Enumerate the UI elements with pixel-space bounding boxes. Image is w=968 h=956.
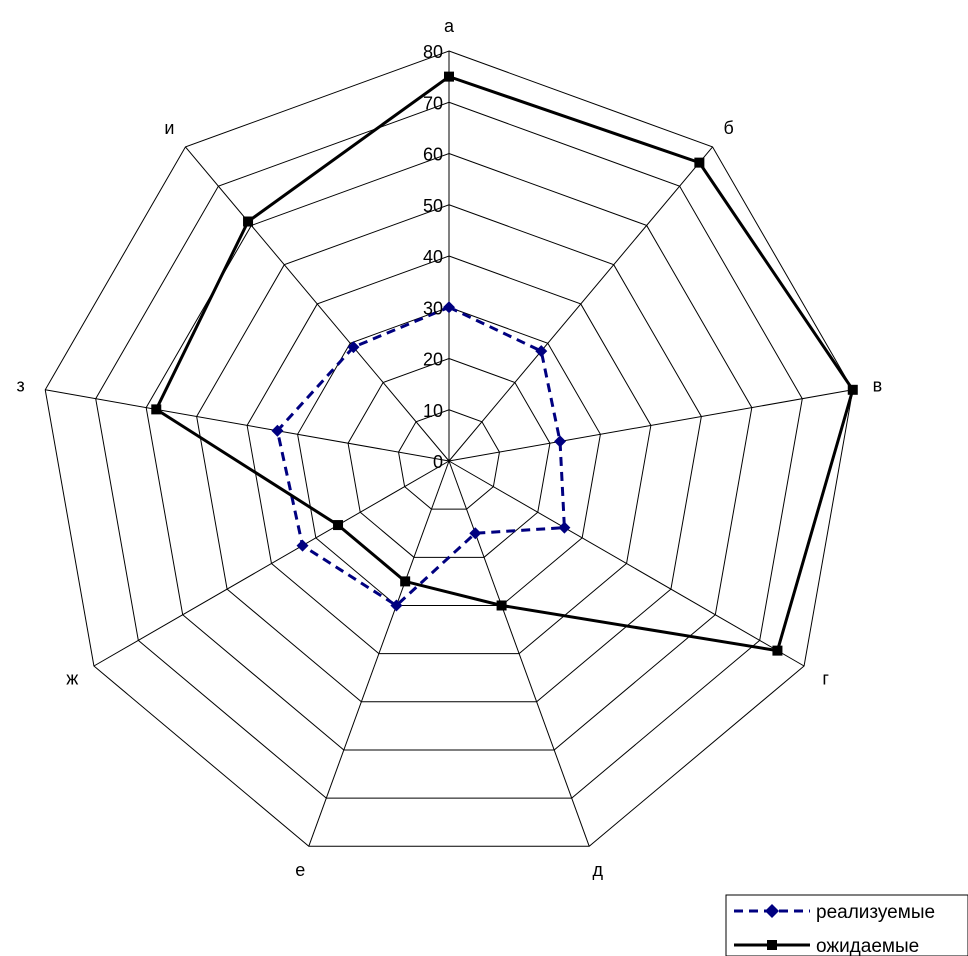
- grid-ring: [297, 306, 601, 606]
- tick-label: 0: [433, 452, 443, 472]
- radar-grid: [44, 50, 854, 847]
- series-point: [243, 216, 254, 227]
- radar-spokes: [45, 51, 853, 847]
- series-point: [271, 424, 284, 437]
- grid-spoke: [448, 460, 590, 847]
- radial-tick-labels: 0 10 20 30 40 50 60 70 80: [423, 42, 443, 472]
- series-point: [400, 576, 411, 587]
- tick-label: 80: [423, 42, 443, 62]
- series-point: [694, 157, 705, 168]
- grid-spoke: [185, 146, 450, 462]
- tick-label: 20: [423, 350, 443, 370]
- tick-label: 70: [423, 93, 443, 113]
- category-label: а: [444, 16, 455, 36]
- tick-label: 60: [423, 145, 443, 165]
- series-point: [333, 520, 344, 531]
- tick-label: 30: [423, 298, 443, 318]
- category-label: б: [723, 118, 733, 138]
- grid-spoke: [448, 389, 853, 462]
- grid-ring: [246, 255, 652, 655]
- grid-spoke: [308, 460, 450, 847]
- legend: реализуемые ожидаемые: [725, 894, 968, 956]
- category-label: и: [164, 118, 174, 138]
- series-point: [151, 404, 162, 415]
- grid-spoke: [45, 389, 450, 462]
- series-point: [347, 341, 360, 354]
- category-label: е: [295, 860, 305, 880]
- series-point: [444, 71, 454, 82]
- series-point: [558, 521, 571, 534]
- grid-ring: [398, 409, 500, 510]
- tick-label: 40: [423, 247, 443, 267]
- series-point: [847, 384, 858, 395]
- radar-series: [151, 71, 858, 656]
- category-label: ж: [66, 669, 78, 689]
- series-point: [772, 645, 783, 656]
- category-label: з: [16, 375, 24, 395]
- legend-label-realizuemye: реализуемые: [816, 902, 935, 923]
- grid-ring: [145, 152, 753, 751]
- series-point: [496, 600, 507, 611]
- category-labels: а б в г д е ж з и: [16, 16, 882, 880]
- grid-spoke: [93, 460, 450, 667]
- series-point: [390, 599, 403, 612]
- series-point: [296, 539, 309, 552]
- tick-label: 50: [423, 196, 443, 216]
- grid-ring: [44, 50, 854, 847]
- grid-spoke: [448, 146, 713, 462]
- series-point: [443, 301, 455, 314]
- series-line: [154, 74, 855, 653]
- category-label: г: [822, 669, 829, 689]
- legend-label-ozhidaemye: ожидаемые: [816, 936, 919, 956]
- tick-label: 10: [423, 401, 443, 421]
- series-point: [469, 527, 482, 540]
- category-label: в: [873, 375, 883, 395]
- legend-marker-ozhidaemye: [767, 940, 777, 950]
- legend-marker-realizuemye: [765, 904, 779, 918]
- grid-spoke: [448, 460, 805, 667]
- series-point: [535, 345, 548, 358]
- series-line: [275, 305, 566, 608]
- category-label: д: [593, 860, 604, 880]
- grid-ring: [95, 101, 803, 799]
- series-point: [554, 435, 567, 448]
- grid-ring: [196, 204, 702, 703]
